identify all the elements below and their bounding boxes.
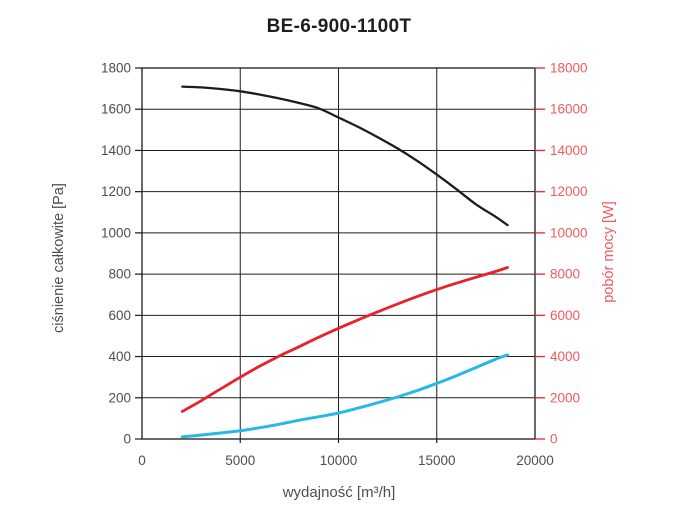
y-axis-tick-label-left: 800 bbox=[108, 267, 131, 282]
y-axis-tick-label-right: 16000 bbox=[550, 102, 588, 117]
y-axis-tick-label-left: 1000 bbox=[101, 225, 131, 240]
y-axis-tick-label-left: 400 bbox=[108, 349, 131, 364]
y-axis-tick-label-left: 200 bbox=[108, 390, 131, 405]
x-axis-tick-label: 10000 bbox=[320, 453, 358, 468]
x-axis-tick-label: 5000 bbox=[225, 453, 255, 468]
series-curve-dynamic-pressure bbox=[180, 353, 509, 439]
y-axis-tick-label-right: 8000 bbox=[550, 267, 580, 282]
y-axis-tick-label-right: 0 bbox=[550, 432, 558, 447]
y-axis-tick-label-right: 18000 bbox=[550, 61, 588, 76]
y-axis-tick-label-right: 14000 bbox=[550, 143, 588, 158]
y-axis-tick-label-right: 12000 bbox=[550, 184, 588, 199]
y-axis-tick-label-right: 4000 bbox=[550, 349, 580, 364]
y-axis-tick-label-left: 1800 bbox=[101, 61, 131, 76]
y-axis-tick-label-left: 1600 bbox=[101, 102, 131, 117]
y-axis-tick-label-right: 2000 bbox=[550, 390, 580, 405]
y-axis-title-left-text: ciśnienie całkowite [Pa] bbox=[51, 183, 67, 333]
y-axis-tick-label-left: 1200 bbox=[101, 184, 131, 199]
y-axis-tick-label-left: 1400 bbox=[101, 143, 131, 158]
series-curve-total-pressure bbox=[181, 85, 509, 227]
x-axis-tick-label: 15000 bbox=[418, 453, 456, 468]
x-axis-tick-label: 20000 bbox=[516, 453, 554, 468]
chart-title: BE-6-900-1100T bbox=[266, 16, 412, 37]
y-axis-tick-label-right: 10000 bbox=[550, 225, 588, 240]
y-axis-tick-label-left: 0 bbox=[123, 432, 131, 447]
y-axis-tick-label-right: 6000 bbox=[550, 308, 580, 323]
x-axis-tick-label: 0 bbox=[138, 453, 146, 468]
series-curve-power bbox=[180, 266, 509, 413]
x-axis-title: wydajność [m³/h] bbox=[282, 484, 396, 501]
y-axis-title-right-text: pobór mocy [W] bbox=[601, 201, 617, 303]
y-axis-tick-label-left: 600 bbox=[108, 308, 131, 323]
